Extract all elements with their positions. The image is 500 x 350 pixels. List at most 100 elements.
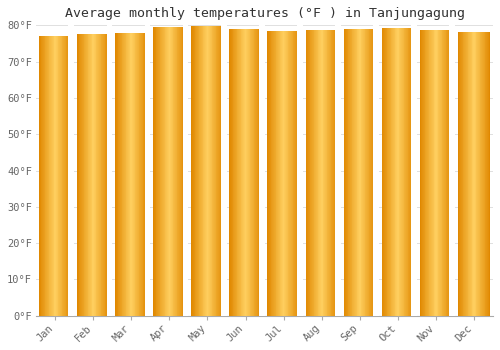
Bar bbox=[406, 28, 407, 316]
Bar bbox=[442, 30, 443, 316]
Bar bbox=[176, 27, 178, 316]
Bar bbox=[479, 32, 480, 316]
Bar bbox=[119, 33, 120, 316]
Bar bbox=[405, 28, 406, 316]
Bar bbox=[413, 28, 414, 316]
Bar bbox=[306, 30, 307, 316]
Bar bbox=[142, 33, 144, 316]
Bar bbox=[359, 29, 360, 316]
Bar bbox=[134, 33, 136, 316]
Bar bbox=[204, 26, 205, 316]
Bar bbox=[431, 30, 432, 316]
Bar bbox=[223, 26, 224, 316]
Bar bbox=[136, 33, 137, 316]
Bar bbox=[432, 30, 434, 316]
Bar bbox=[486, 32, 487, 316]
Bar bbox=[330, 30, 332, 316]
Bar bbox=[435, 30, 436, 316]
Bar bbox=[480, 32, 482, 316]
Bar bbox=[344, 29, 345, 316]
Bar bbox=[82, 34, 84, 316]
Bar bbox=[230, 29, 231, 316]
Bar bbox=[167, 27, 168, 316]
Bar bbox=[201, 26, 202, 316]
Bar bbox=[318, 30, 320, 316]
Bar bbox=[276, 32, 277, 316]
Bar bbox=[273, 32, 274, 316]
Bar bbox=[325, 30, 326, 316]
Bar bbox=[140, 33, 141, 316]
Bar bbox=[102, 34, 103, 316]
Bar bbox=[163, 27, 164, 316]
Bar bbox=[141, 33, 142, 316]
Bar bbox=[389, 28, 390, 316]
Bar bbox=[450, 25, 455, 316]
Bar bbox=[137, 33, 138, 316]
Bar bbox=[298, 32, 299, 316]
Bar bbox=[157, 27, 158, 316]
Bar bbox=[198, 26, 200, 316]
Bar bbox=[317, 30, 318, 316]
Bar bbox=[248, 29, 249, 316]
Bar bbox=[48, 36, 50, 316]
Bar bbox=[394, 28, 396, 316]
Bar bbox=[95, 34, 96, 316]
Bar bbox=[153, 27, 154, 316]
Bar bbox=[473, 32, 474, 316]
Bar bbox=[244, 29, 246, 316]
Bar bbox=[315, 30, 316, 316]
Bar bbox=[106, 34, 107, 316]
Bar bbox=[472, 32, 473, 316]
Bar bbox=[164, 27, 166, 316]
Bar bbox=[420, 30, 422, 316]
Bar bbox=[427, 30, 428, 316]
Bar bbox=[258, 29, 260, 316]
Bar bbox=[94, 34, 95, 316]
Bar bbox=[448, 30, 449, 316]
Bar bbox=[283, 32, 284, 316]
Bar bbox=[46, 36, 47, 316]
Bar bbox=[316, 30, 317, 316]
Bar bbox=[120, 33, 121, 316]
Bar bbox=[430, 30, 431, 316]
Bar bbox=[458, 32, 460, 316]
Bar bbox=[444, 30, 445, 316]
Bar bbox=[59, 36, 60, 316]
Bar bbox=[124, 33, 125, 316]
Bar bbox=[332, 30, 333, 316]
Bar bbox=[312, 30, 313, 316]
Bar bbox=[382, 28, 384, 316]
Bar bbox=[392, 28, 393, 316]
Bar bbox=[99, 34, 100, 316]
Bar bbox=[162, 27, 163, 316]
Bar bbox=[296, 32, 298, 316]
Bar bbox=[249, 29, 250, 316]
Bar bbox=[84, 34, 85, 316]
Bar bbox=[88, 34, 89, 316]
Bar bbox=[393, 28, 394, 316]
Bar bbox=[242, 29, 243, 316]
Bar bbox=[193, 26, 194, 316]
Bar bbox=[256, 29, 257, 316]
Bar bbox=[424, 30, 426, 316]
Bar bbox=[55, 36, 56, 316]
Bar bbox=[250, 29, 251, 316]
Bar bbox=[272, 32, 273, 316]
Bar bbox=[307, 30, 308, 316]
Bar bbox=[80, 34, 81, 316]
Bar bbox=[243, 29, 244, 316]
Bar bbox=[122, 33, 123, 316]
Bar bbox=[206, 26, 208, 316]
Bar bbox=[89, 34, 90, 316]
Bar bbox=[212, 26, 213, 316]
Bar bbox=[436, 30, 438, 316]
Bar bbox=[360, 29, 362, 316]
Bar bbox=[292, 32, 294, 316]
Bar bbox=[313, 30, 314, 316]
Bar bbox=[373, 25, 379, 316]
Bar bbox=[202, 26, 203, 316]
Bar bbox=[482, 32, 483, 316]
Bar bbox=[396, 28, 397, 316]
Bar bbox=[185, 27, 186, 316]
Bar bbox=[182, 27, 183, 316]
